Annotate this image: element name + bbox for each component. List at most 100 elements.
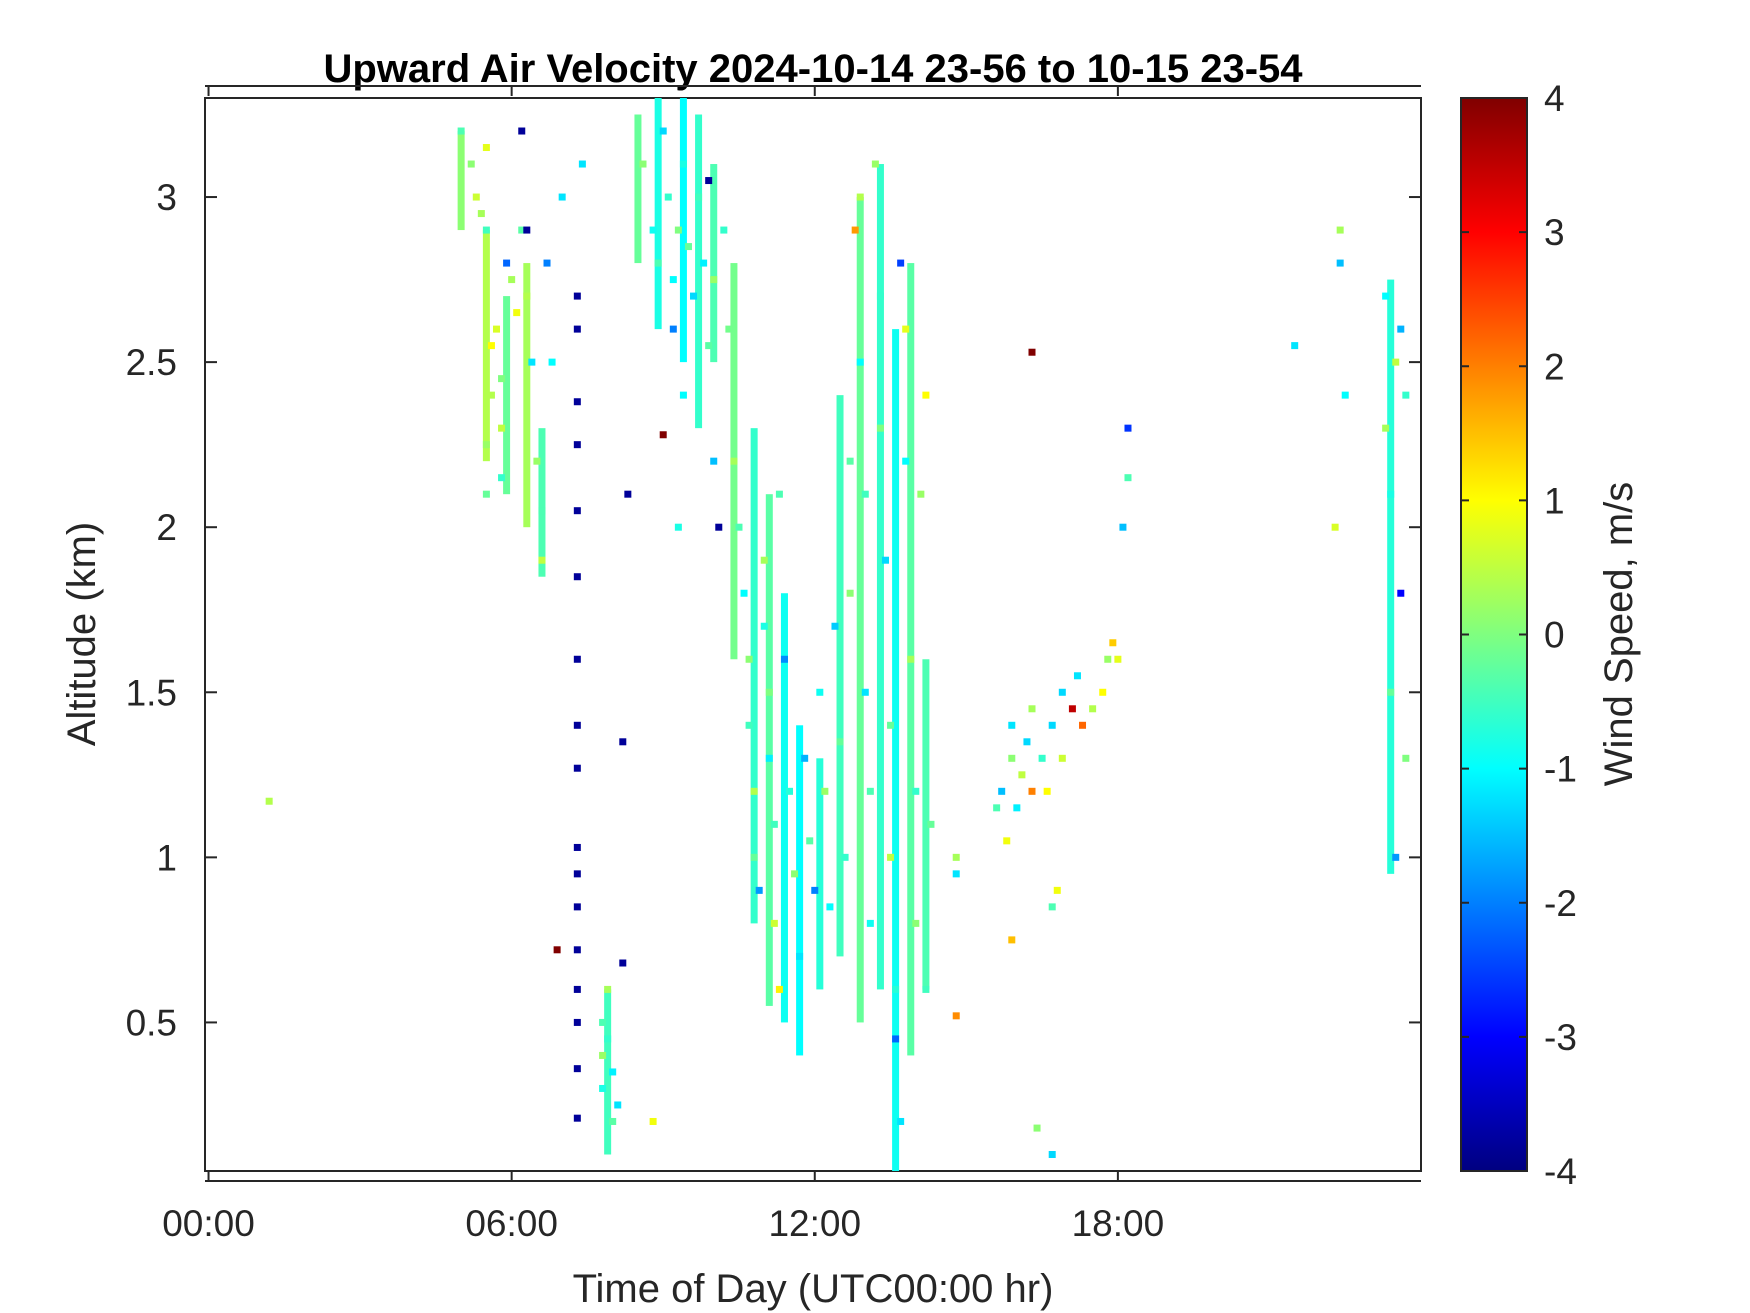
heatmap-cell [887,721,895,729]
y-axis: 0.5 1 1.5 2 2.5 3 [126,177,1421,1043]
heatmap-cell [498,474,506,482]
colorbar-label: Wind Speed, m/s [1597,482,1641,787]
heatmap-cell [573,1065,581,1073]
colorbar-tick-label: -3 [1544,1017,1577,1058]
y-tick-label: 2.5 [126,342,177,383]
heatmap-column [654,98,662,330]
heatmap-column [816,758,824,990]
heatmap-cell [801,754,809,762]
heatmap-cell [265,797,273,805]
x-tick-label: 12:00 [768,1203,861,1244]
y-tick-label: 2 [156,507,177,548]
heatmap-cell [861,688,869,696]
heatmap-cell [1104,655,1112,663]
heatmap-cell [619,959,627,967]
heatmap-cell [639,160,647,168]
heatmap-cell [679,160,687,168]
colorbar-ticks: 4 3 2 1 0 -1 -2 -3 -4 [1461,78,1577,1192]
heatmap-cell [1382,292,1390,300]
heatmap-cell [1048,721,1056,729]
heatmap-cell [1048,903,1056,911]
heatmap-cell [503,259,511,267]
heatmap-cell [573,573,581,581]
heatmap-cell [664,193,672,201]
heatmap-column [634,114,642,264]
heatmap-cell [1048,1150,1056,1158]
x-tick-label: 00:00 [162,1203,255,1244]
heatmap-cell [786,787,794,795]
heatmap-cell [604,985,612,993]
x-axis-label: Time of Day (UTC00:00 hr) [573,1267,1054,1311]
y-tick-label: 3 [156,177,177,218]
heatmap-cell [720,226,728,234]
heatmap-cell [649,226,657,234]
heatmap-cell [993,804,1001,812]
y-tick-label: 1 [156,837,177,878]
heatmap-cell [1397,325,1405,333]
plot-area [204,97,1422,1172]
heatmap-cell [735,523,743,531]
heatmap-cell [851,226,859,234]
heatmap-cell [710,457,718,465]
heatmap-column [922,659,930,990]
heatmap-cell [1038,754,1046,762]
heatmap-cell [482,144,490,152]
heatmap-cell [816,688,824,696]
heatmap-cell [841,853,849,861]
heatmap-cell [1114,655,1122,663]
heatmap-cell [796,952,804,960]
heatmap-column [796,725,804,1056]
heatmap-cell [922,985,930,993]
heatmap-cell [922,391,930,399]
heatmap-cell [1089,705,1097,713]
heatmap-column [523,263,531,528]
heatmap-cell [871,160,879,168]
heatmap-cell [750,787,758,795]
heatmap-cell [1336,259,1344,267]
heatmap-cell [897,1117,905,1125]
heatmap-cell [573,1018,581,1026]
heatmap-cell [604,1035,612,1043]
heatmap-cell [750,853,758,861]
heatmap-cell [881,556,889,564]
heatmap-column [1387,279,1395,874]
heatmap-cell [573,1114,581,1122]
heatmap-cell [599,1018,607,1026]
heatmap-cell [821,787,829,795]
heatmap-cell [684,243,692,251]
heatmap-cell [1008,936,1016,944]
heatmap-cell [659,431,667,439]
heatmap-cell [1402,391,1410,399]
heatmap-cell [1008,754,1016,762]
heatmap-cell [917,490,925,498]
heatmap-cell [523,292,531,300]
heatmap-cell [775,985,783,993]
colorbar-tick-label: 0 [1544,615,1565,656]
heatmap-column [679,98,687,363]
heatmap-cell [791,870,799,878]
colorbar-tick-label: -4 [1544,1151,1577,1192]
heatmap-cell [573,870,581,878]
heatmap-cell [1008,721,1016,729]
heatmap-cell [1392,853,1400,861]
heatmap-cell [578,160,586,168]
heatmap-cell [887,853,895,861]
heatmap-cell [912,787,920,795]
heatmap-cell [538,556,546,564]
heatmap-cell [1341,391,1349,399]
heatmap-cell [558,193,566,201]
heatmap-cell [573,985,581,993]
heatmap-cell [1099,688,1107,696]
heatmap-cell [998,787,1006,795]
heatmap-cell [907,655,915,663]
heatmap-cell [1018,771,1026,779]
heatmap-column [710,164,718,363]
heatmap-cell [553,946,561,954]
heatmap-cell [467,160,475,168]
heatmap-cell [836,738,844,746]
heatmap-cell [745,655,753,663]
heatmap-cell [1023,738,1031,746]
heatmap-cell [1028,705,1036,713]
colorbar-tick-label: -2 [1544,883,1577,924]
colorbar-tick-label: 4 [1544,78,1565,119]
